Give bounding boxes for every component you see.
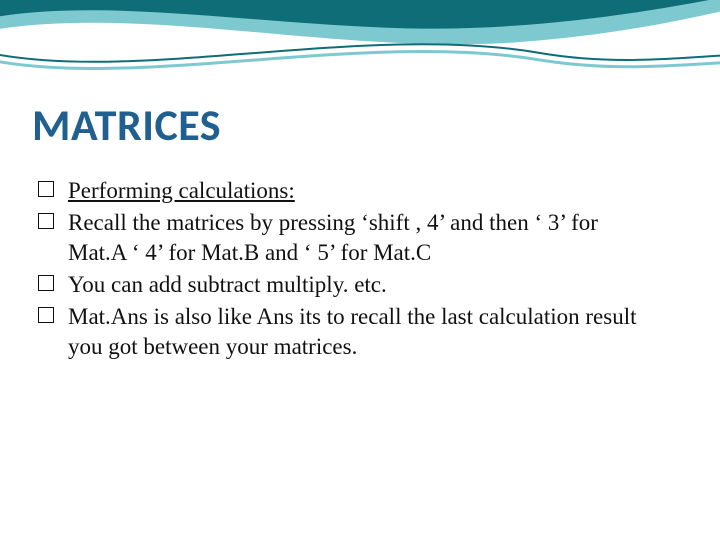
swoosh-decoration bbox=[0, 0, 720, 100]
list-item: You can add subtract multiply. etc. bbox=[38, 270, 660, 300]
bullet-text: Recall the matrices by pressing ‘shift ,… bbox=[68, 210, 598, 265]
bullet-list: Performing calculations: Recall the matr… bbox=[38, 176, 660, 364]
bullet-text: Performing calculations: bbox=[68, 178, 295, 203]
bullet-square-icon bbox=[38, 181, 54, 197]
bullet-text: You can add subtract multiply. etc. bbox=[68, 272, 387, 297]
page-title: MATRICES bbox=[32, 98, 221, 152]
list-item: Performing calculations: bbox=[38, 176, 660, 206]
bullet-square-icon bbox=[38, 213, 54, 229]
bullet-text: Mat.Ans is also like Ans its to recall t… bbox=[68, 304, 637, 359]
bullet-square-icon bbox=[38, 307, 54, 323]
swoosh-lower-line-dark bbox=[0, 44, 720, 62]
swoosh-teal-light bbox=[0, 0, 720, 44]
page-title-text: MATRICES bbox=[32, 98, 221, 152]
slide: MATRICES Performing calculations: Recall… bbox=[0, 0, 720, 540]
list-item: Recall the matrices by pressing ‘shift ,… bbox=[38, 208, 660, 268]
bullet-square-icon bbox=[38, 275, 54, 291]
list-item: Mat.Ans is also like Ans its to recall t… bbox=[38, 302, 660, 362]
swoosh-white-gap bbox=[0, 46, 720, 100]
swoosh-lower-line-light bbox=[0, 52, 720, 69]
swoosh-blue-edge bbox=[0, 0, 720, 35]
swoosh-teal-dark bbox=[0, 0, 720, 29]
